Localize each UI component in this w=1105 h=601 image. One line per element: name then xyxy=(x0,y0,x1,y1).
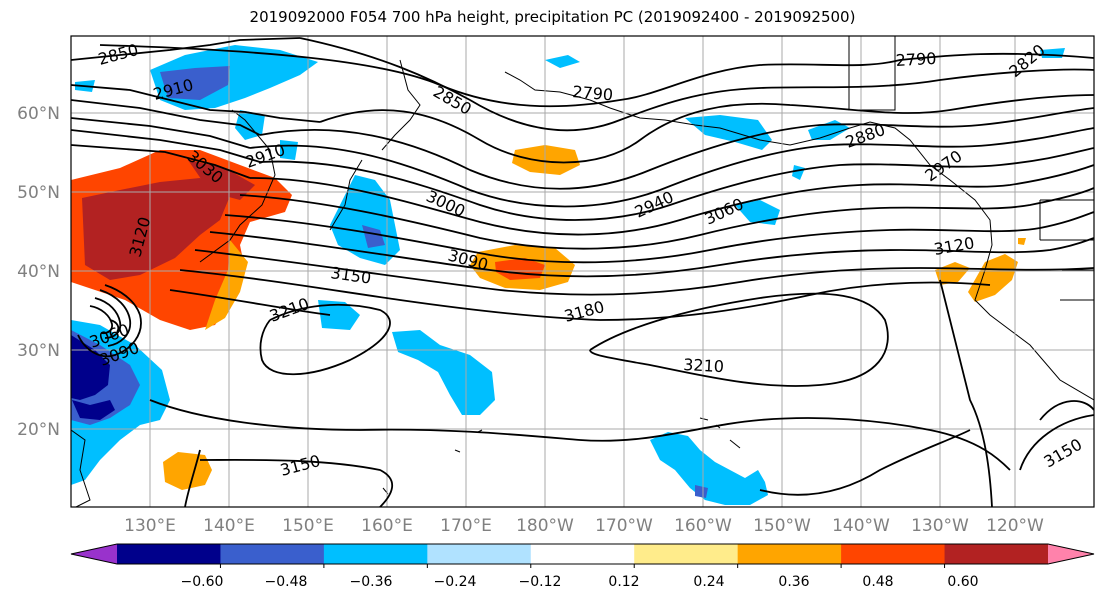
lon-label: 130°W xyxy=(911,516,969,536)
colorbar-swatch xyxy=(220,544,325,564)
lon-label: 150°W xyxy=(753,516,811,536)
lat-label: 60°N xyxy=(17,104,60,124)
lon-label: 170°W xyxy=(595,516,653,536)
negative-region-mid xyxy=(392,330,495,415)
colorbar-swatch xyxy=(944,544,1049,564)
colorbar-swatch xyxy=(737,544,842,564)
colorbar-tick-label: 0.60 xyxy=(947,574,978,590)
lon-label: 170°E xyxy=(440,516,492,536)
map-title: 2019092000 F054 700 hPa height, precipit… xyxy=(249,8,856,26)
lon-label: 140°W xyxy=(832,516,890,536)
contour-label: 2970 xyxy=(921,146,965,185)
colorbar-tick-label: −0.12 xyxy=(519,574,562,590)
colorbar-swatch xyxy=(323,544,428,564)
map-frame xyxy=(70,35,1095,508)
positive-core2 xyxy=(188,160,255,200)
lat-label: 20°N xyxy=(17,420,60,440)
lon-label: 160°E xyxy=(361,516,413,536)
colorbar-tick-label: −0.36 xyxy=(350,574,393,590)
contour-label: 3210 xyxy=(267,294,312,326)
height-contours xyxy=(71,37,1094,507)
latitude-labels: 60°N 50°N 40°N 30°N 20°N xyxy=(17,104,60,440)
contour-label: 3150 xyxy=(1041,435,1086,472)
precip-shading xyxy=(71,45,1065,505)
contour-label: 3120 xyxy=(932,233,975,259)
negative-region-hawaii xyxy=(650,432,768,505)
colorbar-tick-label: 0.24 xyxy=(693,574,724,590)
colorbar-extend-max xyxy=(1048,544,1094,564)
contour-label: 3180 xyxy=(562,297,606,326)
positive-core-japan xyxy=(82,178,230,280)
contour-label: 3210 xyxy=(683,355,725,376)
contour-label: 2790 xyxy=(895,49,937,70)
lon-label: 120°W xyxy=(986,516,1044,536)
lon-label: 180°W xyxy=(516,516,574,536)
colorbar-swatch xyxy=(634,544,739,564)
lon-label: 150°E xyxy=(282,516,334,536)
colorbar-tick-label: 0.12 xyxy=(608,574,639,590)
negative-region-alaska xyxy=(685,115,772,150)
lon-label: 130°E xyxy=(124,516,176,536)
contour-label: 3150 xyxy=(329,263,372,287)
graticule xyxy=(71,36,1094,507)
colorbar-outline xyxy=(70,543,1095,565)
colorbar-swatch xyxy=(117,544,221,564)
colorbar-tick-label: −0.24 xyxy=(434,574,477,590)
longitude-labels: 130°E 140°E 150°E 160°E 170°E 180°W 170°… xyxy=(124,516,1044,536)
lon-label: 140°E xyxy=(203,516,255,536)
colorbar-tick-labels: −0.60 −0.48 −0.36 −0.24 −0.12 0.12 0.24 … xyxy=(181,574,979,590)
lat-label: 50°N xyxy=(17,183,60,203)
lat-label: 30°N xyxy=(17,341,60,361)
contour-label: 3150 xyxy=(278,451,322,480)
colorbar-tick-label: −0.60 xyxy=(181,574,224,590)
contour-label: 2910 xyxy=(243,140,288,172)
contour-label: 3090 xyxy=(446,246,490,275)
lat-label: 40°N xyxy=(17,262,60,282)
contour-label: 2820 xyxy=(1005,40,1048,81)
colorbar-tick-label: 0.36 xyxy=(778,574,809,590)
colorbar-swatch xyxy=(841,544,946,564)
lon-label: 160°W xyxy=(674,516,732,536)
colorbar xyxy=(70,543,1095,568)
contour-label: 2790 xyxy=(572,82,614,104)
colorbar-swatch xyxy=(427,544,532,564)
colorbar-tick-label: 0.48 xyxy=(862,574,893,590)
colorbar-extend-min xyxy=(71,544,117,564)
contour-label: 3060 xyxy=(702,194,747,228)
colorbar-tick-label: −0.48 xyxy=(265,574,308,590)
colorbar-swatch xyxy=(530,544,635,564)
coastlines xyxy=(71,36,1094,507)
